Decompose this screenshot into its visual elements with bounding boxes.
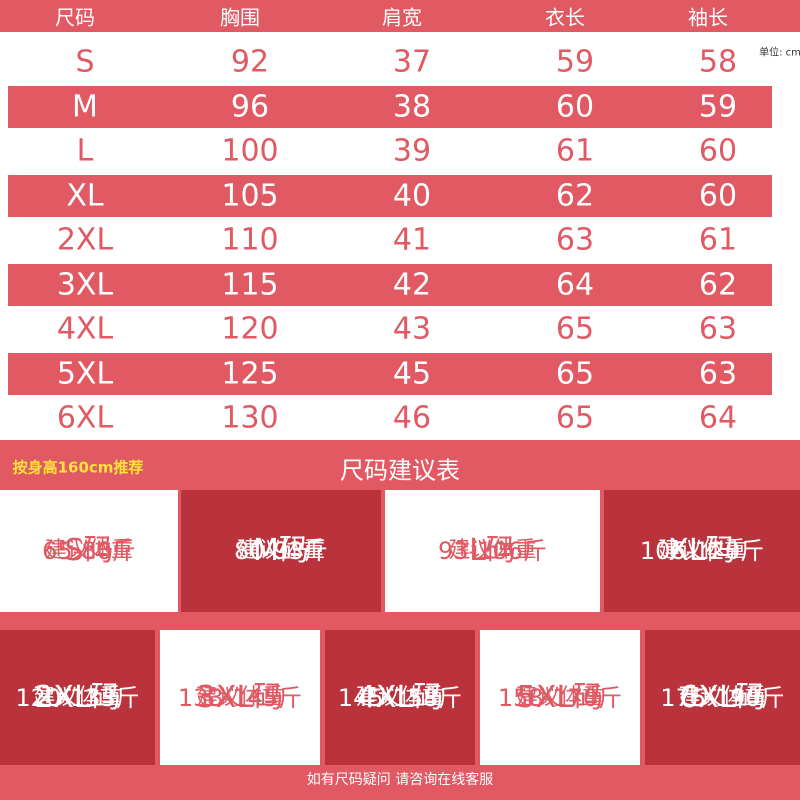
cell: 63 xyxy=(555,222,595,258)
cell: 39 xyxy=(392,133,432,169)
card-range: 93-106斤 xyxy=(437,537,547,565)
cell: 65 xyxy=(555,356,595,391)
cell: 92 xyxy=(230,44,270,80)
note: 按身高160cm推荐 xyxy=(12,458,144,477)
cell: XL xyxy=(66,178,104,213)
card-size: 3XL码 xyxy=(196,679,284,715)
size-card: 4XL码 建议体重 145-158斤 xyxy=(325,630,475,765)
unit: 单位: cm xyxy=(759,47,800,59)
cell: 65 xyxy=(555,311,595,347)
cell: 3XL xyxy=(56,267,114,302)
cell: 110 xyxy=(221,222,279,258)
column-header: 胸围 xyxy=(220,5,260,30)
cell: 65 xyxy=(555,400,595,436)
card-size: 5XL码 xyxy=(516,679,604,715)
cell: 4XL xyxy=(56,311,114,347)
cell: 42 xyxy=(392,267,432,302)
footer: 如有尺码疑问 请咨询在线客服 xyxy=(306,772,494,788)
card-label: 建议体重 xyxy=(515,684,604,710)
cell: 59 xyxy=(698,89,738,124)
card-size: 4XL码 xyxy=(356,679,444,715)
cell: 64 xyxy=(555,267,595,302)
card-label: 建议体重 xyxy=(236,538,325,563)
cell: M xyxy=(72,89,98,124)
row-band xyxy=(8,352,772,395)
row-band xyxy=(8,263,772,306)
size-card: 6XL码 建议体重 175-190斤 xyxy=(645,630,800,765)
cell: 59 xyxy=(555,44,595,80)
size-card: 2XL码 建议体重 120-133斤 xyxy=(0,630,155,765)
card-size: S码 xyxy=(64,533,114,568)
cell: 61 xyxy=(555,133,595,169)
card-size: L码 xyxy=(469,533,516,568)
cell: 38 xyxy=(392,89,432,124)
card-range: 175-190斤 xyxy=(660,683,785,712)
cell: 5XL xyxy=(56,356,114,391)
cell: 41 xyxy=(392,222,432,258)
cell: 120 xyxy=(221,311,279,347)
card-label: 建议体重 xyxy=(44,538,133,563)
card-range: 158-170斤 xyxy=(497,683,623,712)
section-title: 尺码建议表 xyxy=(340,456,460,485)
card-label: 建议体重 xyxy=(448,538,537,563)
cell: 40 xyxy=(392,178,432,213)
cell: 115 xyxy=(221,267,279,302)
size-card: 5XL码 建议体重 158-170斤 xyxy=(480,630,640,765)
column-header: 肩宽 xyxy=(382,5,422,30)
cell: 60 xyxy=(698,178,738,213)
header-row xyxy=(0,0,800,32)
cell: 6XL xyxy=(56,400,114,436)
card-size: M码 xyxy=(253,533,309,568)
cell: 58 xyxy=(698,44,738,80)
column-header: 尺码 xyxy=(55,5,95,30)
cell: 45 xyxy=(392,356,432,391)
cell: 60 xyxy=(555,89,595,124)
card-label: 建议体重 xyxy=(657,538,746,563)
cell: 43 xyxy=(392,311,432,347)
cell: 63 xyxy=(698,311,738,347)
cell: 46 xyxy=(392,400,432,436)
card-range: 145-158斤 xyxy=(337,683,463,712)
card-label: 建议体重 xyxy=(355,684,444,710)
size-card: S码 建议体重 65-80斤 xyxy=(0,490,178,612)
cell: 130 xyxy=(221,400,279,436)
cell: S xyxy=(75,44,95,80)
card-size: 2XL码 xyxy=(34,679,121,715)
card-size: 6XL码 xyxy=(679,679,766,715)
card-size: XL码 xyxy=(668,533,736,568)
cell: 64 xyxy=(698,400,738,436)
card-range: 65-80斤 xyxy=(42,537,136,565)
card-label: 建议体重 xyxy=(678,684,767,710)
cell: L xyxy=(76,133,94,169)
cell: 61 xyxy=(698,222,738,258)
card-range: 133-145斤 xyxy=(177,683,303,712)
card-range: 106-120斤 xyxy=(639,537,765,565)
card-range: 120-133斤 xyxy=(15,683,140,712)
cell: 105 xyxy=(221,178,279,213)
cell: 2XL xyxy=(56,222,114,258)
cell: 62 xyxy=(698,267,738,302)
size-card: XL码 建议体重 106-120斤 xyxy=(604,490,800,612)
cell: 37 xyxy=(392,44,432,80)
cell: 60 xyxy=(698,133,738,169)
row-band xyxy=(8,85,772,128)
cell: 63 xyxy=(698,356,738,391)
card-label: 建议体重 xyxy=(33,684,122,710)
cell: 62 xyxy=(555,178,595,213)
size-card: M码 建议体重 80-93斤 xyxy=(181,490,381,612)
row-band xyxy=(8,174,772,217)
card-label: 建议体重 xyxy=(195,684,284,710)
size-card: L码 建议体重 93-106斤 xyxy=(385,490,600,612)
cell: 100 xyxy=(221,133,279,169)
column-header: 袖长 xyxy=(688,5,728,30)
column-header: 衣长 xyxy=(545,5,585,30)
cell: 96 xyxy=(230,89,270,124)
cell: 125 xyxy=(221,356,279,391)
card-range: 80-93斤 xyxy=(234,537,328,565)
size-card: 3XL码 建议体重 133-145斤 xyxy=(160,630,320,765)
